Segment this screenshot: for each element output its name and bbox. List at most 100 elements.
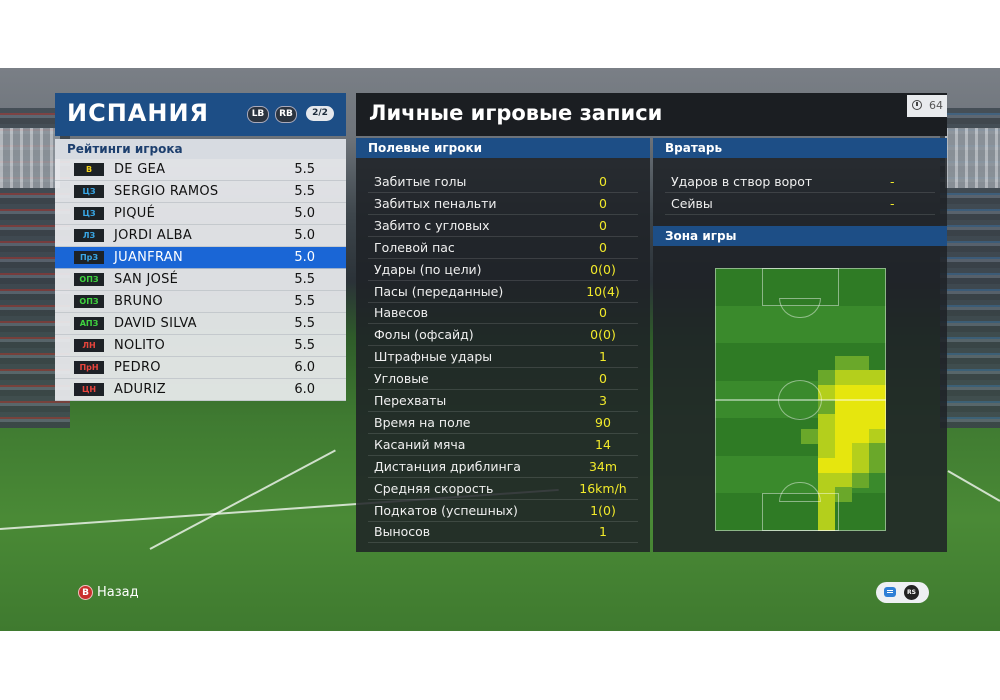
rs-stick-icon: RS — [904, 585, 919, 600]
stat-row: Угловые 0 — [368, 368, 638, 391]
player-rating: 5.5 — [294, 184, 315, 199]
clock-icon — [912, 100, 922, 110]
gk-stat-label: Ударов в створ ворот — [671, 174, 813, 189]
stat-row: Удары (по цели) 0(0) — [368, 259, 638, 281]
player-row[interactable]: ЦН ADURIZ 6.0 — [55, 379, 346, 401]
stat-value: 0 — [599, 217, 607, 233]
lb-button[interactable]: LB — [247, 106, 269, 123]
stat-row: Выносов 1 — [368, 521, 638, 544]
heat-cell — [834, 443, 853, 459]
position-badge: ПрН — [74, 361, 104, 374]
stat-label: Удары (по цели) — [374, 261, 482, 277]
heat-cell — [868, 399, 886, 415]
stat-label: Штрафные удары — [374, 349, 493, 365]
stat-value: 3 — [599, 393, 607, 408]
player-row[interactable]: ОПЗ SAN JOSÉ 5.5 — [55, 269, 346, 291]
player-row[interactable]: ОПЗ BRUNO 5.5 — [55, 291, 346, 313]
stat-row: Забитые голы 0 — [368, 171, 638, 193]
stat-value: 0 — [599, 195, 607, 211]
heat-cell — [868, 370, 886, 386]
position-badge: ЛН — [74, 339, 104, 352]
position-badge: ПрЗ — [74, 251, 104, 264]
heat-cell — [817, 428, 836, 444]
heat-cell — [817, 487, 836, 503]
chat-icon — [884, 587, 896, 597]
heat-cell — [834, 428, 853, 444]
left-roof — [0, 128, 60, 188]
ratings-title: Рейтинги игрока — [55, 139, 346, 159]
stat-label: Забитых пенальти — [374, 195, 497, 211]
stat-label: Голевой пас — [374, 239, 455, 255]
stat-label: Средняя скорость — [374, 480, 494, 496]
gk-stat-label: Сейвы — [671, 196, 713, 211]
heat-cell — [834, 355, 853, 371]
heat-cell — [851, 355, 870, 371]
player-row[interactable]: ЛН NOLITO 5.5 — [55, 335, 346, 357]
player-name: PIQUÉ — [114, 206, 156, 221]
gk-stat-value: - — [890, 174, 895, 189]
back-label[interactable]: Назад — [97, 585, 139, 600]
player-roster: В DE GEA 5.5 ЦЗ SERGIO RAMOS 5.5 ЦЗ PIQUÉ 5.0 ЛЗ J… — [55, 159, 346, 401]
heat-cell — [834, 487, 853, 503]
chat-rs-button[interactable]: RS — [876, 582, 929, 603]
player-name: SAN JOSÉ — [114, 272, 179, 287]
stat-row: Касаний мяча 14 — [368, 434, 638, 456]
rb-button[interactable]: RB — [275, 106, 297, 123]
heat-cell — [834, 384, 853, 400]
player-rating: 5.5 — [294, 316, 315, 331]
heat-cell — [817, 472, 836, 488]
stat-row: Пасы (переданные) 10(4) — [368, 281, 638, 303]
player-name: SERGIO RAMOS — [114, 184, 219, 199]
heat-cell — [851, 472, 870, 488]
stat-row: Забито с угловых 0 — [368, 215, 638, 237]
heat-cell — [817, 457, 836, 474]
gk-stat-row: Сейвы - — [665, 193, 935, 215]
stat-label: Подкатов (успешных) — [374, 502, 518, 518]
gk-stat-row: Ударов в створ ворот - — [665, 171, 935, 193]
goalkeeper-title: Вратарь — [653, 138, 947, 158]
player-row[interactable]: ЦЗ PIQUÉ 5.0 — [55, 203, 346, 225]
player-row[interactable]: ЛЗ JORDI ALBA 5.0 — [55, 225, 346, 247]
heat-cell — [851, 428, 870, 444]
stat-value: 1(0) — [590, 502, 616, 518]
player-row[interactable]: В DE GEA 5.5 — [55, 159, 346, 181]
player-row[interactable]: ЦЗ SERGIO RAMOS 5.5 — [55, 181, 346, 203]
player-name: JUANFRAN — [114, 250, 183, 265]
position-badge: АПЗ — [74, 317, 104, 330]
heat-cell — [817, 516, 836, 531]
player-name: PEDRO — [114, 360, 161, 375]
back-button-icon[interactable]: B — [78, 585, 93, 600]
heat-cell — [851, 399, 870, 415]
stat-value: 0 — [599, 239, 607, 255]
stat-label: Пасы (переданные) — [374, 283, 504, 299]
player-name: DE GEA — [114, 162, 166, 177]
stat-value: 0 — [599, 305, 607, 321]
stat-row: Забитых пенальти 0 — [368, 193, 638, 215]
stat-label: Касаний мяча — [374, 436, 466, 452]
heat-cell — [868, 384, 886, 400]
player-rating: 6.0 — [294, 360, 315, 375]
team-name: ИСПАНИЯ — [67, 99, 210, 127]
team-header: ИСПАНИЯ LB RB 2/2 — [55, 93, 346, 136]
player-rating: 5.0 — [294, 206, 315, 221]
heat-cell — [868, 414, 886, 430]
heat-cell — [817, 370, 836, 386]
stat-label: Забито с угловых — [374, 217, 490, 233]
pitch-line — [149, 449, 336, 550]
player-rating: 5.5 — [294, 162, 315, 177]
zone-heatmap — [715, 268, 886, 531]
heat-cell — [817, 443, 836, 459]
heat-cell — [851, 457, 870, 474]
heat-cell — [800, 428, 819, 444]
stat-row: Штрафные удары 1 — [368, 346, 638, 369]
player-row[interactable]: АПЗ DAVID SILVA 5.5 — [55, 313, 346, 335]
stat-row: Средняя скорость 16km/h — [368, 478, 638, 500]
heat-cell — [851, 384, 870, 400]
heat-cell — [868, 457, 886, 474]
heat-cell — [817, 414, 836, 430]
player-row[interactable]: ПрН PEDRO 6.0 — [55, 357, 346, 379]
player-row[interactable]: ПрЗ JUANFRAN 5.0 — [55, 247, 346, 269]
stat-value: 34m — [588, 458, 618, 474]
heat-cell — [834, 472, 853, 488]
stat-label: Перехваты — [374, 393, 447, 408]
